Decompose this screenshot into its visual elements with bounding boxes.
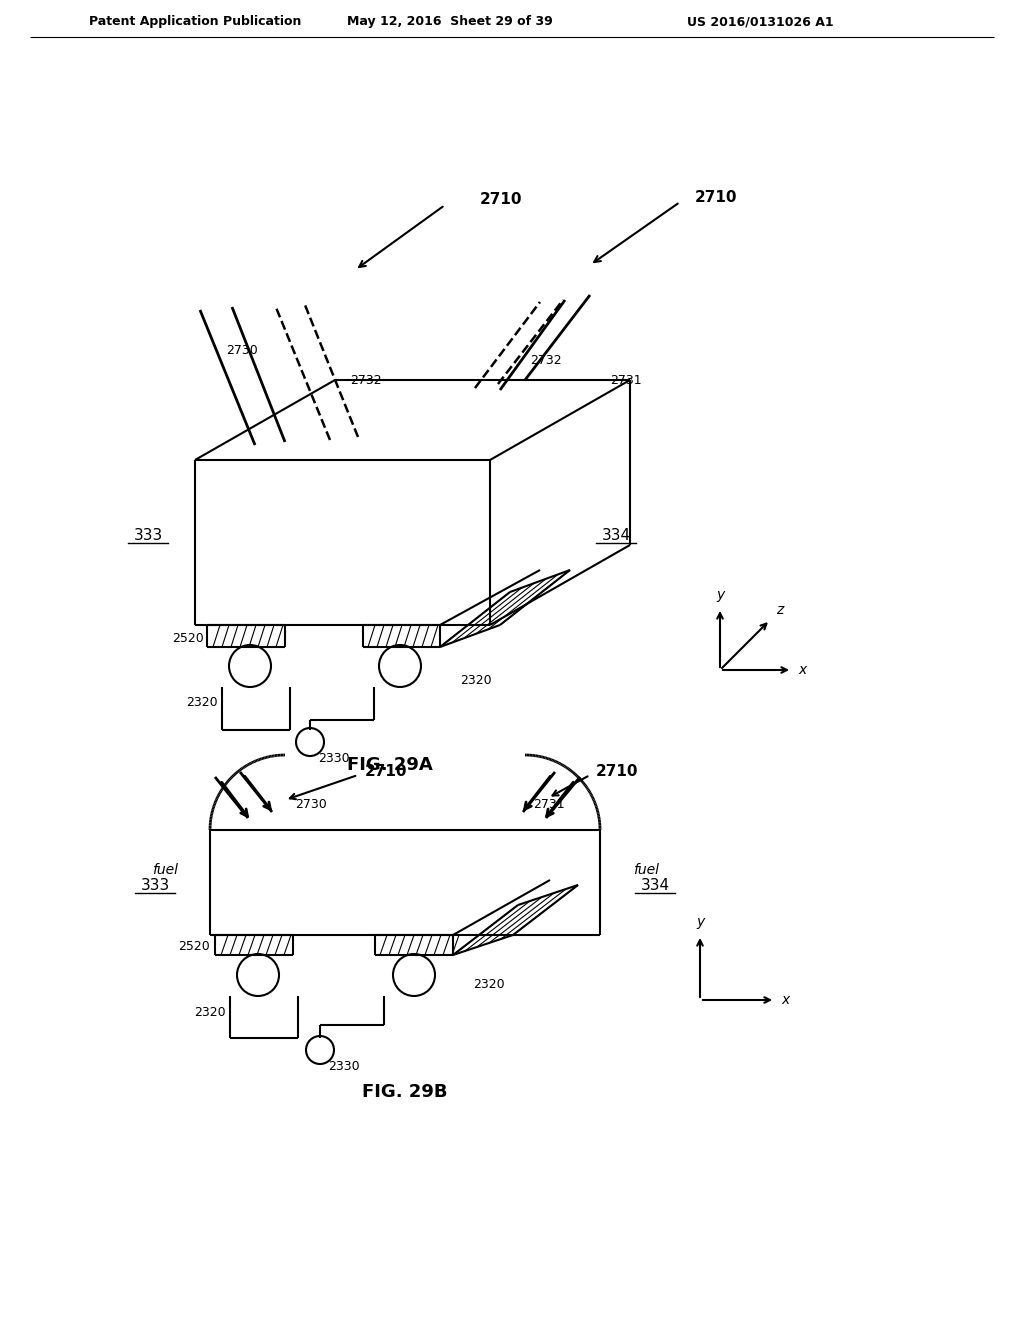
Text: FIG. 29B: FIG. 29B	[362, 1082, 447, 1101]
Text: fuel: fuel	[152, 863, 178, 876]
Text: 2731: 2731	[534, 799, 564, 812]
Text: 2330: 2330	[328, 1060, 359, 1073]
Text: 334: 334	[640, 878, 670, 892]
Text: 2732: 2732	[350, 374, 382, 387]
Text: FIG. 29A: FIG. 29A	[347, 756, 433, 774]
Text: 2710: 2710	[365, 764, 408, 780]
Text: May 12, 2016  Sheet 29 of 39: May 12, 2016 Sheet 29 of 39	[347, 16, 553, 29]
Text: fuel: fuel	[633, 863, 659, 876]
Text: y: y	[696, 915, 705, 929]
Text: 334: 334	[601, 528, 631, 543]
Text: x: x	[798, 663, 806, 677]
Text: 2730: 2730	[226, 343, 258, 356]
Text: 333: 333	[140, 878, 170, 892]
Text: 2320: 2320	[186, 696, 218, 709]
Text: y: y	[716, 587, 724, 602]
Text: 2710: 2710	[695, 190, 737, 205]
Text: 2330: 2330	[318, 751, 349, 764]
Text: Patent Application Publication: Patent Application Publication	[89, 16, 301, 29]
Text: 2320: 2320	[473, 978, 505, 991]
Text: 2731: 2731	[610, 374, 642, 387]
Text: 2520: 2520	[172, 631, 204, 644]
Text: 2730: 2730	[295, 799, 327, 812]
Text: 2710: 2710	[596, 764, 639, 780]
Text: 2320: 2320	[195, 1006, 226, 1019]
Text: 333: 333	[133, 528, 163, 543]
Text: 2732: 2732	[530, 354, 561, 367]
Text: x: x	[781, 993, 790, 1007]
Text: US 2016/0131026 A1: US 2016/0131026 A1	[687, 16, 834, 29]
Text: z: z	[776, 603, 783, 616]
Text: 2520: 2520	[178, 940, 210, 953]
Text: 2710: 2710	[480, 193, 522, 207]
Text: 2320: 2320	[460, 673, 492, 686]
